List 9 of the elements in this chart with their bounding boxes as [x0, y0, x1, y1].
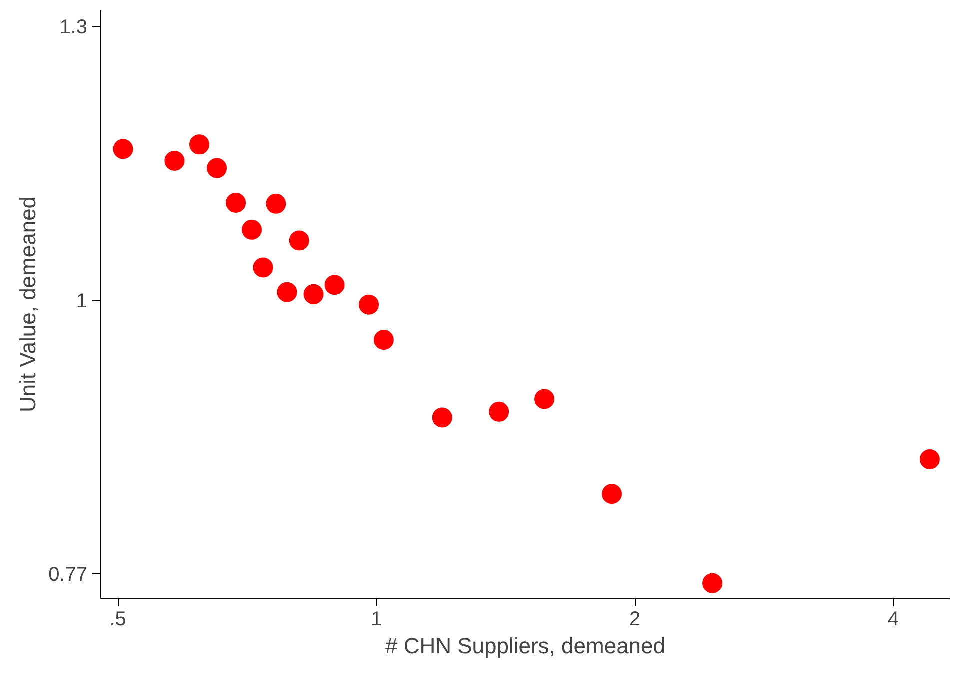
y-tick-label: 1 [76, 290, 88, 313]
y-tick-label: 1.3 [60, 16, 88, 38]
x-axis-title: # CHN Suppliers, demeaned [385, 634, 666, 658]
x-tick-label: .5 [110, 608, 126, 630]
y-tick-label: 0.77 [48, 564, 88, 586]
x-tick-label: 1 [370, 608, 382, 630]
x-tick-label: 4 [888, 608, 900, 630]
y-axis-title: Unit Value, demeaned [16, 196, 41, 413]
x-tick-label: 2 [629, 608, 641, 630]
